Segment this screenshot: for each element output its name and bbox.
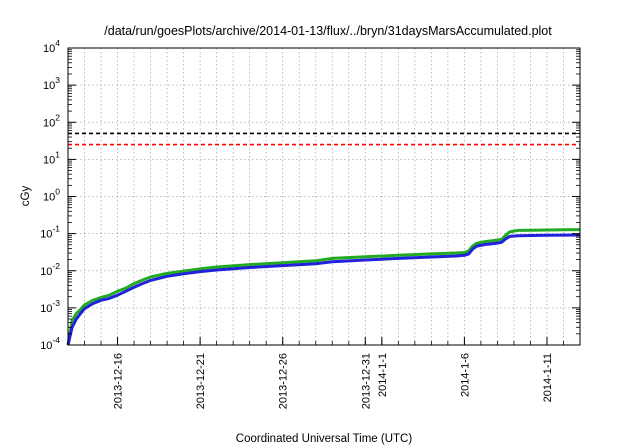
series-line	[66, 228, 581, 346]
y-tick-label: 10-1	[40, 224, 60, 241]
y-axis-label: cGy	[20, 186, 32, 207]
y-tick-label: 101	[43, 149, 60, 166]
x-tick-label: 2013-12-16	[113, 353, 125, 409]
threshold-lines	[68, 132, 580, 146]
grid	[68, 48, 580, 345]
x-axis-ticks: 2013-12-16 2013-12-21 2013-12-26 2013-12-31…	[84, 337, 564, 409]
y-tick-label: 104	[43, 38, 60, 55]
x-axis-label: Coordinated Universal Time (UTC)	[236, 433, 413, 445]
y-axis-ticks: 10-4 10-3 10-2 10-1 100 101 102 103 104	[40, 38, 580, 352]
y-tick-label: 102	[43, 112, 60, 129]
y-tick-label: 10-4	[40, 335, 60, 352]
x-tick-label: 2014-1-6	[459, 353, 471, 397]
series-lines	[66, 228, 581, 346]
series-line	[66, 233, 581, 346]
chart-title: /data/run/goesPlots/archive/2014-01-13/f…	[104, 24, 552, 38]
y-tick-label: 10-2	[40, 261, 60, 278]
y-tick-label: 100	[43, 187, 60, 204]
x-tick-label: 2014-1-1	[377, 353, 389, 397]
y-tick-label: 103	[43, 75, 60, 92]
x-tick-label: 2013-12-26	[278, 353, 290, 409]
x-tick-label: 2013-12-31	[360, 353, 372, 409]
y-tick-label: 10-3	[40, 298, 60, 315]
x-tick-label: 2013-12-21	[195, 353, 207, 409]
x-tick-label: 2014-1-11	[542, 353, 554, 402]
